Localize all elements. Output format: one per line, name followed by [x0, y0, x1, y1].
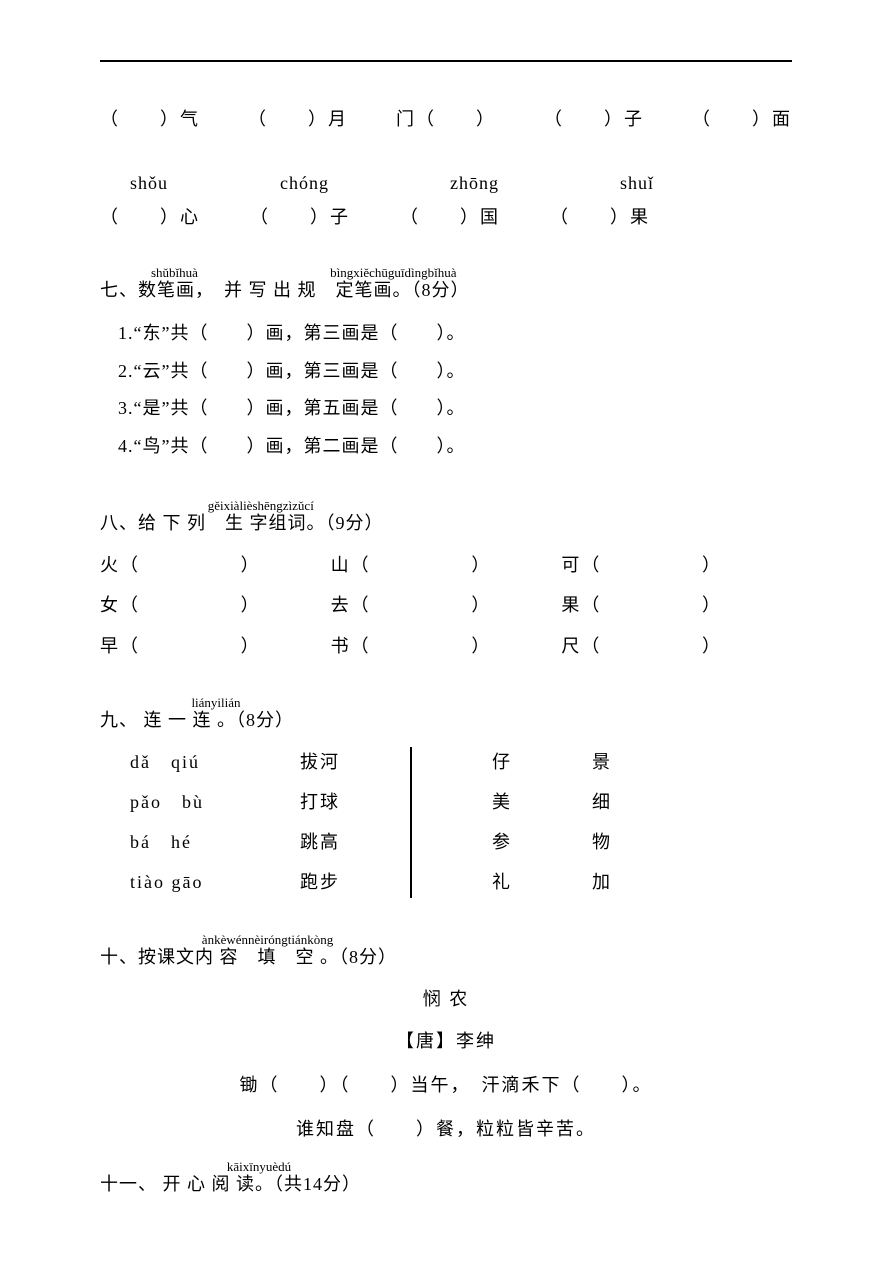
section-10-title: 十、按课文内 容 填 空 。（8分）ànkèwénnèiróngtiánkòng: [100, 934, 792, 974]
poem-author: 【唐】李绅: [100, 1024, 792, 1058]
zuci-char: 可（: [561, 548, 601, 582]
paren: ）: [241, 588, 261, 622]
zuci-char: 书（: [331, 629, 371, 663]
blank-item: （ ）月: [248, 102, 348, 136]
section-text: 给 下 列 生 字组词。（9分）: [138, 513, 384, 533]
section-number: 九、: [100, 710, 138, 730]
section-9-title: 九、 连 一 连 。（8分）liányilián: [100, 697, 792, 737]
zuci-char: 尺（: [561, 629, 601, 663]
section-7-title: 七、数笔画， 并 写 出 规 定笔画。（8分）shǔbǐhuà bìngxiěc…: [100, 265, 792, 307]
blank-item: （ ）心: [100, 200, 200, 234]
match-item: pǎo bù: [130, 785, 260, 819]
match-item: 打球: [300, 785, 380, 819]
matching-left-pinyin: dǎ qiú pǎo bù bá hé tiào gāo: [130, 745, 260, 900]
pinyin: chóng: [260, 166, 420, 200]
matching-right-a: 仔 美 参 礼: [442, 745, 562, 900]
matching-right-b: 景 细 物 加: [562, 745, 642, 900]
match-item: 仔: [442, 745, 562, 779]
section-text: 开 心 阅 读。（共14分）: [157, 1174, 361, 1194]
section-text: 数笔画， 并 写 出 规 定笔画。（8分）: [138, 280, 470, 300]
matching-exercise: dǎ qiú pǎo bù bá hé tiào gāo 拔河 打球 跳高 跑步…: [130, 745, 792, 900]
section-pinyin: shǔbǐhuà bìngxiěchūguīdìngbǐhuà: [138, 265, 470, 280]
section-text: 按课文内 容 填 空 。（8分）: [138, 947, 397, 967]
zuci-grid: 火（ ） 山（ ） 可（ ） 女（ ） 去（ ） 果（ ） 早（ ） 书（ ） 尺（ ）: [100, 548, 792, 663]
section-11-title: 十一、 开 心 阅 读。（共14分）kāixīnyuèdú: [100, 1161, 792, 1201]
match-item: 景: [562, 745, 642, 779]
pinyin: shuǐ: [590, 166, 740, 200]
blank-item: （ ）子: [250, 200, 350, 234]
blank-item: （ ）子: [544, 102, 644, 136]
section-number: 十、: [100, 947, 138, 967]
zuci-char: 早（: [100, 629, 140, 663]
match-item: 美: [442, 785, 562, 819]
paren: ）: [702, 588, 722, 622]
stroke-question: 2.“云”共（ ）画，第三画是（ ）。: [118, 353, 792, 391]
paren: ）: [241, 629, 261, 663]
zuci-char: 果（: [561, 588, 601, 622]
poem-title: 悯 农: [100, 982, 792, 1016]
poem-line-1: 锄（ ）（ ）当午， 汗滴禾下（ ）。: [100, 1068, 792, 1102]
pinyin: shǒu: [100, 166, 260, 200]
paren: ）: [471, 548, 491, 582]
stroke-question-list: 1.“东”共（ ）画，第三画是（ ）。 2.“云”共（ ）画，第三画是（ ）。 …: [118, 315, 792, 466]
match-item: 跳高: [300, 825, 380, 859]
match-item: 加: [562, 865, 642, 899]
horizontal-rule: [100, 60, 792, 62]
section-text: 连 一 连 。（8分）: [138, 710, 294, 730]
section-pinyin: ànkèwénnèiróngtiánkòng: [138, 932, 397, 947]
blank-item: （ ）果: [550, 200, 650, 234]
fill-blank-row-2: （ ）心 （ ）子 （ ）国 （ ）果: [100, 200, 792, 234]
match-item: bá hé: [130, 825, 260, 859]
match-item: 跑步: [300, 865, 380, 899]
zuci-char: 女（: [100, 588, 140, 622]
match-item: dǎ qiú: [130, 745, 260, 779]
paren: ）: [241, 548, 261, 582]
section-pinyin: kāixīnyuèdú: [157, 1159, 361, 1174]
match-item: 拔河: [300, 745, 380, 779]
blank-item: （ ）气: [100, 102, 200, 136]
poem-line-2: 谁知盘（ ）餐，粒粒皆辛苦。: [100, 1112, 792, 1146]
match-item: 物: [562, 825, 642, 859]
match-item: tiào gāo: [130, 865, 260, 899]
vertical-divider: [410, 747, 412, 898]
stroke-question: 1.“东”共（ ）画，第三画是（ ）。: [118, 315, 792, 353]
match-item: 参: [442, 825, 562, 859]
paren: ）: [471, 588, 491, 622]
match-item: 礼: [442, 865, 562, 899]
matching-left-words: 拔河 打球 跳高 跑步: [260, 745, 380, 900]
section-number: 十一、: [100, 1174, 157, 1194]
pinyin-row-2: shǒu chóng zhōng shuǐ: [100, 166, 792, 200]
paren: ）: [702, 629, 722, 663]
fill-blank-row-1: （ ）气 （ ）月 门（ ） （ ）子 （ ）面: [100, 102, 792, 136]
blank-item: （ ）面: [692, 102, 792, 136]
zuci-char: 去（: [331, 588, 371, 622]
section-8-title: 八、给 下 列 生 字组词。（9分）gěixiàlièshēngzìzǔcí: [100, 500, 792, 540]
section-pinyin: gěixiàlièshēngzìzǔcí: [138, 498, 384, 513]
stroke-question: 3.“是”共（ ）画，第五画是（ ）。: [118, 390, 792, 428]
paren: ）: [471, 629, 491, 663]
zuci-char: 山（: [331, 548, 371, 582]
blank-item: 门（ ）: [396, 102, 496, 136]
stroke-question: 4.“鸟”共（ ）画，第二画是（ ）。: [118, 428, 792, 466]
section-number: 八、: [100, 513, 138, 533]
pinyin: zhōng: [420, 166, 590, 200]
match-item: 细: [562, 785, 642, 819]
paren: ）: [702, 548, 722, 582]
section-pinyin: liányilián: [138, 695, 294, 710]
zuci-char: 火（: [100, 548, 140, 582]
section-number: 七、: [100, 280, 138, 300]
blank-item: （ ）国: [400, 200, 500, 234]
